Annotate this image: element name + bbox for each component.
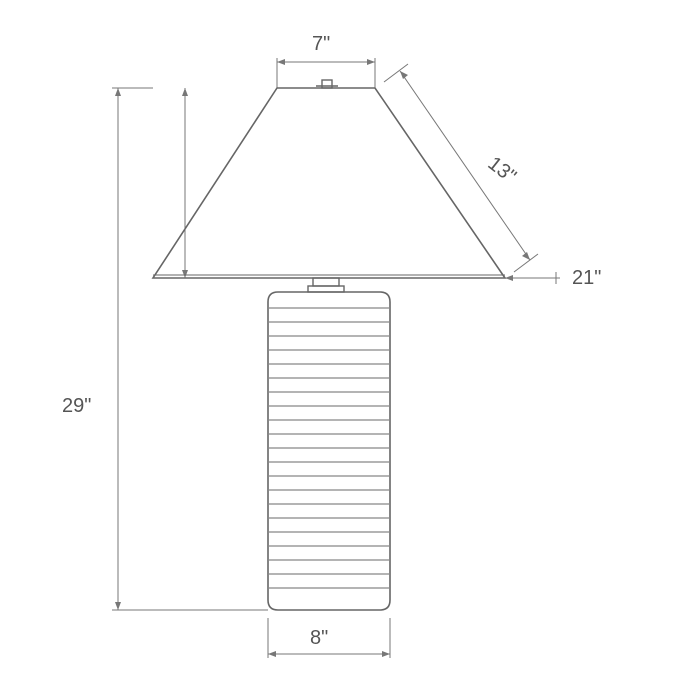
lamp-diagram <box>0 0 700 700</box>
dim-top-width: 7" <box>312 33 330 56</box>
lamp-neck <box>308 278 344 292</box>
lamp-base <box>268 292 390 610</box>
lamp-finial <box>316 80 338 88</box>
lamp-shade <box>153 88 505 278</box>
dimension-lines <box>112 58 560 658</box>
dim-shade-bottom: 21" <box>572 267 601 290</box>
dim-total-height: 29" <box>62 395 91 418</box>
dim-base-width: 8" <box>310 627 328 650</box>
base-ridges <box>268 308 390 588</box>
